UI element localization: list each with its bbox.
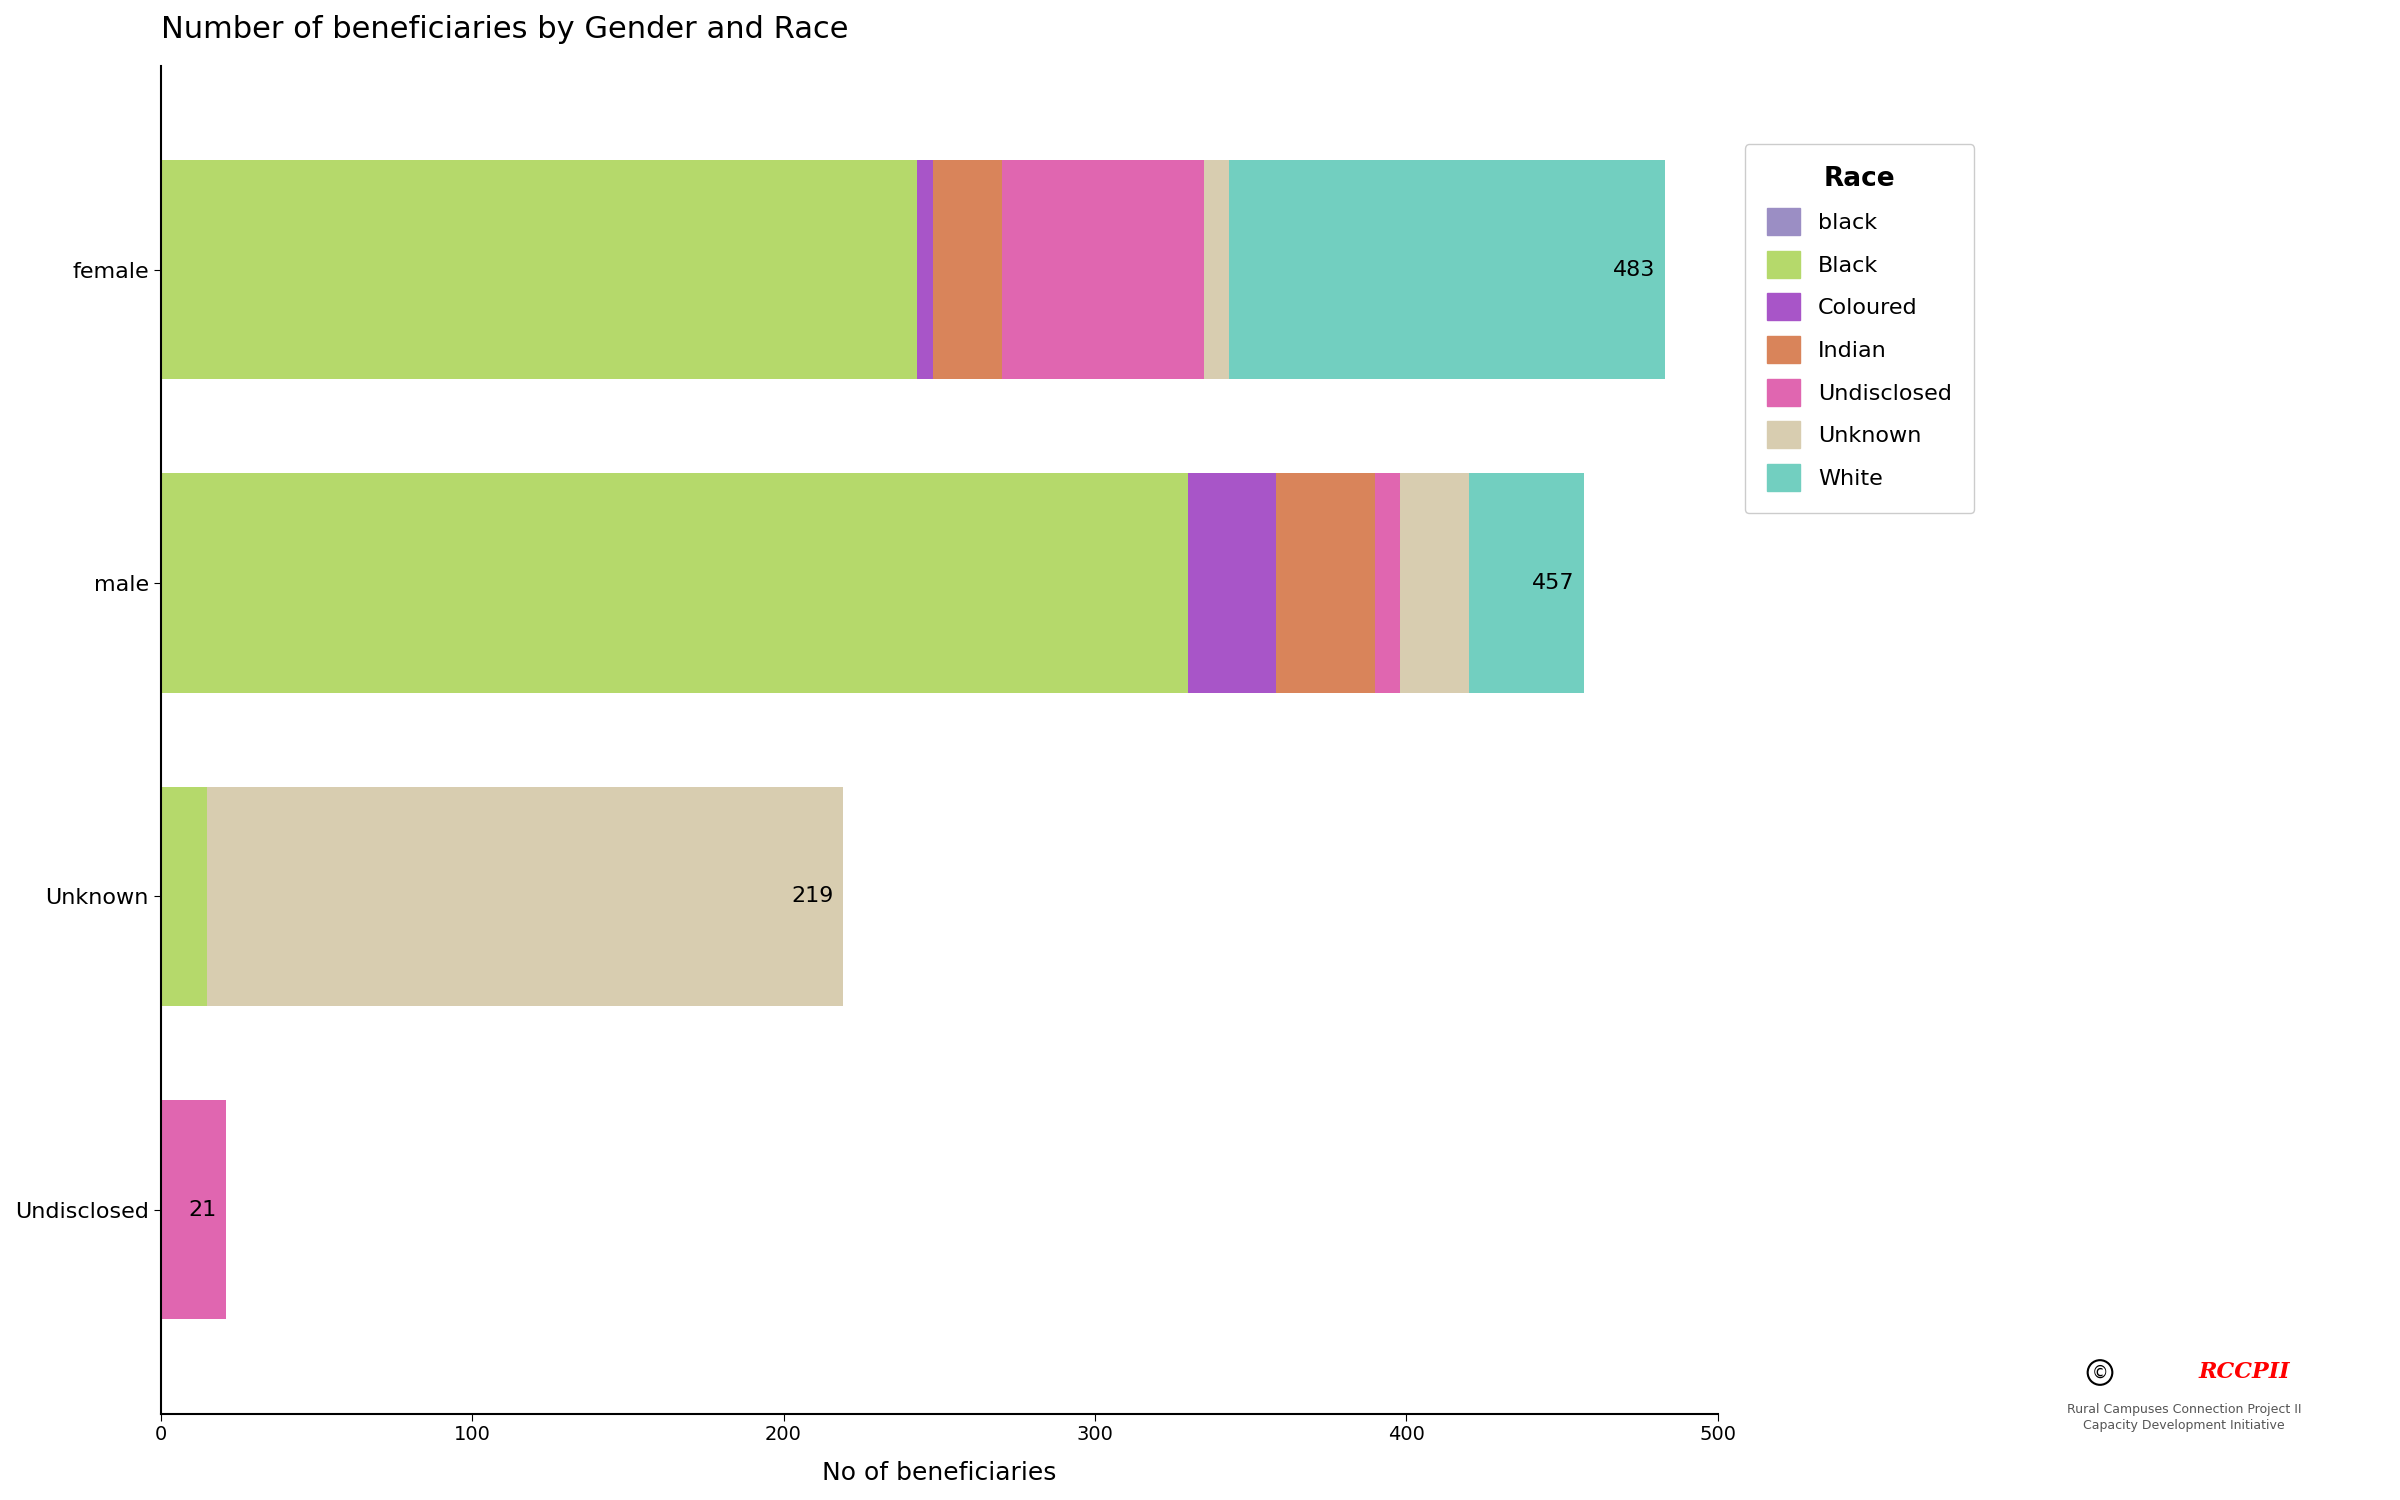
Bar [161,786,206,1006]
Bar [161,1100,226,1320]
Text: ©: © [2093,1364,2107,1382]
Bar [1188,472,1277,693]
Text: 21: 21 [190,1200,216,1219]
Text: Rural Campuses Connection Project II
Capacity Development Initiative: Rural Campuses Connection Project II Cap… [2066,1404,2302,1431]
Bar [1229,160,1666,380]
Bar [206,786,842,1006]
Bar [1469,472,1584,693]
Text: RCCPII: RCCPII [2198,1362,2290,1383]
X-axis label: No of beneficiaries: No of beneficiaries [823,1461,1056,1485]
Legend: black, Black, Coloured, Indian, Undisclosed, Unknown, White: black, Black, Coloured, Indian, Undisclo… [1745,144,1973,513]
Bar [161,160,917,380]
Bar [161,472,1188,693]
Text: 483: 483 [1613,260,1656,279]
Text: 219: 219 [792,886,833,906]
Bar [1205,160,1229,380]
Bar [1277,472,1375,693]
Bar [917,160,934,380]
Text: Number of beneficiaries by Gender and Race: Number of beneficiaries by Gender and Ra… [161,15,847,44]
Text: 457: 457 [1531,573,1574,592]
Bar [1375,472,1399,693]
Bar [1399,472,1469,693]
Bar [934,160,1001,380]
Bar [1001,160,1205,380]
